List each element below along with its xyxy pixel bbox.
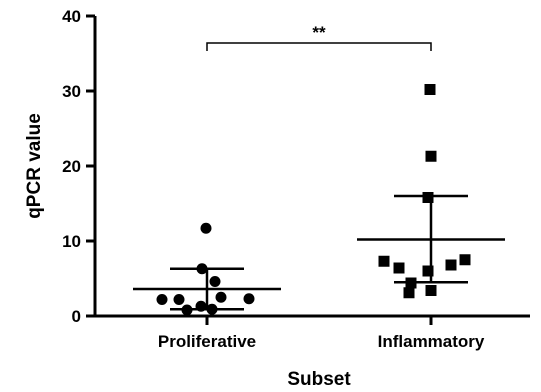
x-ticks: Proliferative Inflammatory: [158, 316, 485, 351]
x-axis-title: Subset: [287, 369, 351, 390]
data-point: [403, 287, 415, 299]
data-points: [156, 84, 471, 316]
y-axis-title: qPCR value: [24, 113, 45, 219]
y-tick-label: 20: [62, 157, 81, 176]
y-tick-label: 10: [62, 232, 81, 251]
x-tick-label: Proliferative: [158, 332, 256, 351]
data-point: [215, 291, 227, 303]
data-point: [173, 294, 185, 305]
summary-bars: [133, 194, 505, 311]
data-point: [200, 222, 212, 234]
significance-bracket: **: [206, 23, 432, 51]
y-ticks: 0 10 20 30 40: [62, 7, 95, 326]
data-point: [422, 192, 434, 203]
x-tick-label: Inflammatory: [378, 332, 485, 351]
data-point: [378, 255, 390, 267]
significance-label: **: [312, 23, 326, 42]
data-point: [422, 265, 434, 277]
data-point: [459, 254, 471, 266]
data-point: [209, 276, 221, 287]
data-point: [445, 259, 457, 271]
data-point: [425, 150, 437, 162]
data-point: [425, 285, 437, 296]
data-point: [393, 262, 405, 274]
y-tick-label: 30: [62, 82, 81, 101]
y-tick-label: 40: [62, 7, 81, 26]
y-tick-label: 0: [72, 307, 81, 326]
data-point: [156, 294, 168, 305]
data-point: [243, 293, 255, 305]
bracket-line: [206, 42, 432, 51]
data-point: [424, 84, 436, 95]
